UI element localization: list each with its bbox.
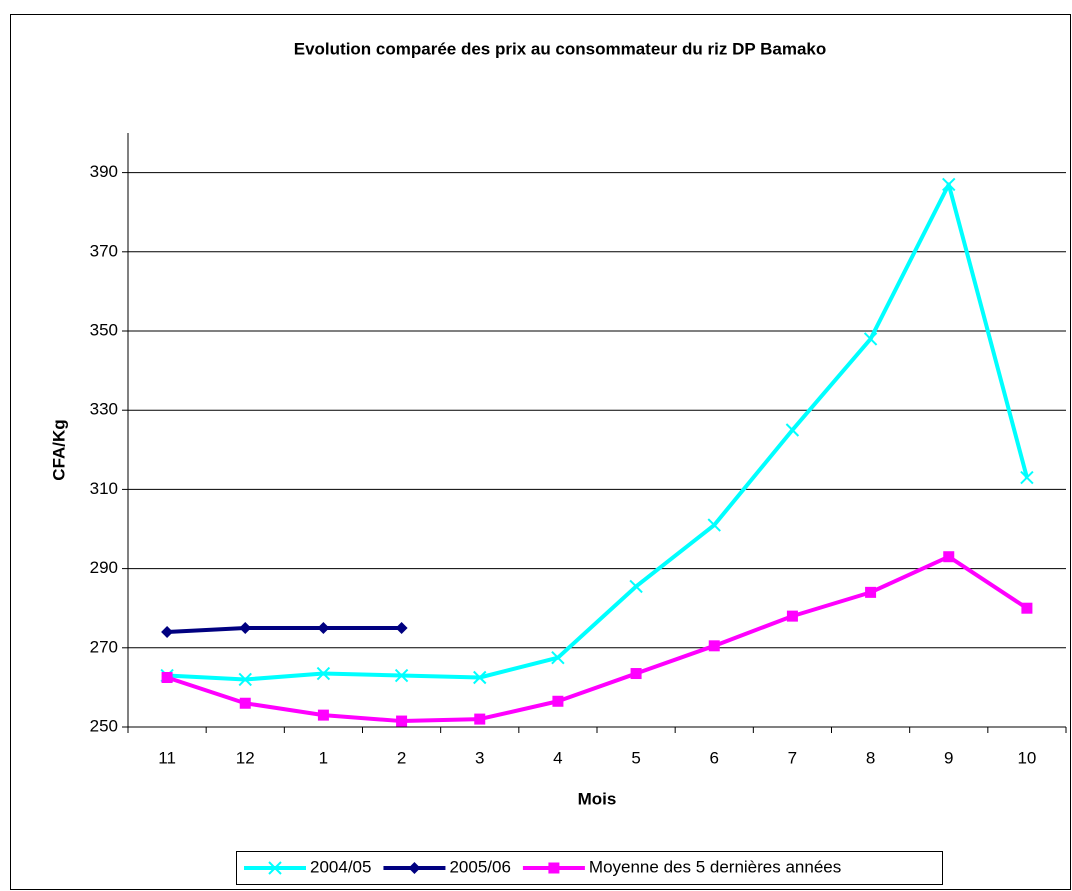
marker (786, 610, 798, 622)
x-tick-label: 8 (866, 748, 875, 767)
marker (268, 861, 282, 875)
x-axis-title: Mois (578, 789, 617, 808)
x-tick-label: 11 (158, 748, 176, 767)
marker (863, 332, 878, 346)
legend-label: 2004/05 (310, 857, 371, 876)
y-tick-label: 310 (90, 479, 118, 498)
marker (408, 862, 421, 874)
marker (317, 709, 329, 721)
legend (236, 851, 943, 885)
x-tick-label: 3 (475, 748, 484, 767)
y-tick-label: 330 (90, 400, 118, 419)
marker (552, 695, 564, 707)
x-tick-label: 7 (788, 748, 797, 767)
marker (161, 625, 174, 638)
series-line (166, 182, 1029, 682)
marker (708, 640, 720, 652)
x-tick-label: 1 (319, 748, 328, 767)
series-line (166, 554, 1029, 724)
y-tick-label: 290 (90, 558, 118, 577)
marker (238, 672, 252, 687)
x-tick-label: 10 (1017, 748, 1036, 767)
x-tick-label: 2 (397, 748, 406, 767)
marker (316, 666, 331, 681)
x-tick-label: 12 (236, 748, 255, 767)
marker (785, 423, 800, 437)
legend-label: Moyenne des 5 dernières années (589, 857, 841, 876)
y-tick-label: 270 (90, 637, 118, 656)
marker (548, 862, 560, 874)
marker (395, 622, 408, 634)
marker (239, 622, 252, 634)
marker (474, 713, 486, 725)
marker (551, 650, 565, 665)
y-tick-label: 390 (90, 162, 118, 181)
y-tick-label: 250 (90, 716, 118, 735)
marker (239, 697, 251, 709)
marker (1021, 602, 1033, 614)
marker (394, 668, 409, 683)
marker (943, 551, 955, 563)
marker (317, 622, 330, 634)
marker (629, 579, 643, 594)
chart-frame (10, 14, 1071, 890)
marker (396, 715, 408, 727)
series-line (166, 626, 402, 634)
marker (473, 670, 487, 685)
x-tick-label: 6 (710, 748, 719, 767)
marker (707, 518, 721, 532)
x-tick-label: 9 (944, 748, 953, 767)
legend-label: 2005/06 (449, 857, 510, 876)
marker (161, 672, 173, 683)
marker (1020, 470, 1034, 485)
x-tick-label: 5 (631, 748, 640, 767)
marker (865, 586, 877, 598)
chart-title: Evolution comparée des prix au consommat… (294, 39, 827, 58)
y-tick-label: 350 (90, 320, 118, 339)
marker (942, 177, 956, 192)
x-tick-label: 4 (553, 748, 562, 767)
y-tick-label: 370 (90, 241, 118, 260)
marker (630, 668, 642, 680)
y-axis-title: CFA/Kg (49, 419, 68, 480)
